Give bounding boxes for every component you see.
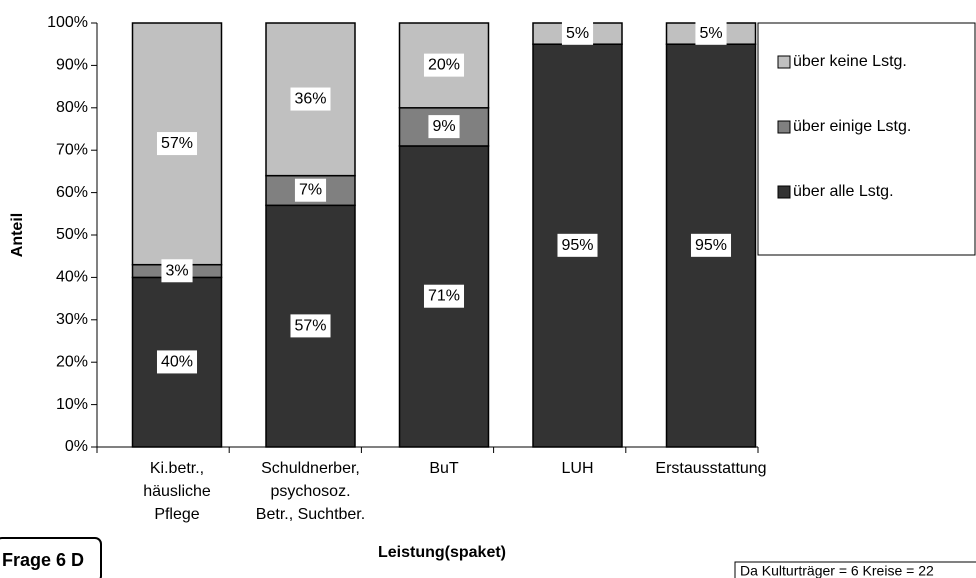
- value-label: 95%: [561, 237, 593, 254]
- value-label: 9%: [432, 118, 455, 135]
- value-label: 40%: [161, 353, 193, 370]
- value-label-bg: [423, 53, 465, 77]
- value-label: 3%: [165, 262, 188, 279]
- value-label: 36%: [294, 91, 326, 108]
- value-label-bg: [557, 233, 598, 257]
- value-label: 57%: [294, 317, 326, 334]
- value-label-bg: [156, 132, 198, 156]
- value-label: 5%: [699, 25, 722, 42]
- footnote-box: [734, 561, 976, 578]
- legend-swatch: [777, 120, 791, 134]
- value-label-bg: [428, 115, 460, 139]
- x-tick-label: Schuldnerber,: [261, 460, 360, 477]
- value-label-bg: [156, 350, 198, 374]
- value-label-bg: [423, 284, 465, 308]
- y-tick-label: 20%: [56, 353, 88, 370]
- badge: Frage 6 D: [2, 550, 84, 570]
- value-label-bg: [695, 21, 727, 45]
- y-tick-label: 60%: [56, 184, 88, 201]
- value-label: 5%: [566, 25, 589, 42]
- value-label-bg: [161, 259, 193, 283]
- y-tick-label: 90%: [56, 57, 88, 74]
- y-tick-label: 10%: [56, 396, 88, 413]
- x-tick-label: LUH: [561, 460, 593, 477]
- y-axis-label: Anteil: [9, 213, 26, 257]
- value-label: 20%: [428, 57, 460, 74]
- value-label: 7%: [299, 182, 322, 199]
- legend-label: über alle Lstg.: [793, 183, 894, 200]
- value-label-bg: [290, 87, 331, 111]
- x-axis-label: Leistung(spaket): [378, 544, 506, 561]
- y-tick-label: 100%: [47, 14, 88, 31]
- footnote: Da Kulturträger = 6 Kreise = 22: [740, 563, 934, 578]
- value-label: 71%: [428, 288, 460, 305]
- x-tick-label: Betr., Suchtber.: [256, 506, 365, 523]
- x-tick-label: Pflege: [154, 506, 199, 523]
- value-label: 57%: [161, 135, 193, 152]
- x-tick-label: häusliche: [143, 483, 211, 500]
- value-label-bg: [561, 21, 594, 45]
- legend-box: [757, 22, 976, 256]
- y-tick-label: 80%: [56, 99, 88, 116]
- x-tick-label: Ki.betr.,: [150, 460, 204, 477]
- legend-swatch: [777, 185, 791, 199]
- x-tick-label: psychosoz.: [270, 483, 350, 500]
- legend-swatch: [777, 55, 791, 69]
- y-tick-label: 30%: [56, 311, 88, 328]
- y-tick-label: 40%: [56, 269, 88, 286]
- y-tick-label: 70%: [56, 141, 88, 158]
- y-tick-label: 50%: [56, 226, 88, 243]
- value-label-bg: [294, 178, 327, 202]
- value-label-bg: [690, 233, 732, 257]
- legend-label: über einige Lstg.: [793, 118, 911, 135]
- value-label-bg: [290, 314, 331, 338]
- value-label: 95%: [695, 237, 727, 254]
- badge-box: [0, 537, 102, 578]
- x-tick-label: Erstausstattung: [655, 460, 766, 477]
- y-tick-label: 0%: [65, 438, 88, 455]
- x-tick-label: BuT: [429, 460, 459, 477]
- legend-label: über keine Lstg.: [793, 53, 907, 70]
